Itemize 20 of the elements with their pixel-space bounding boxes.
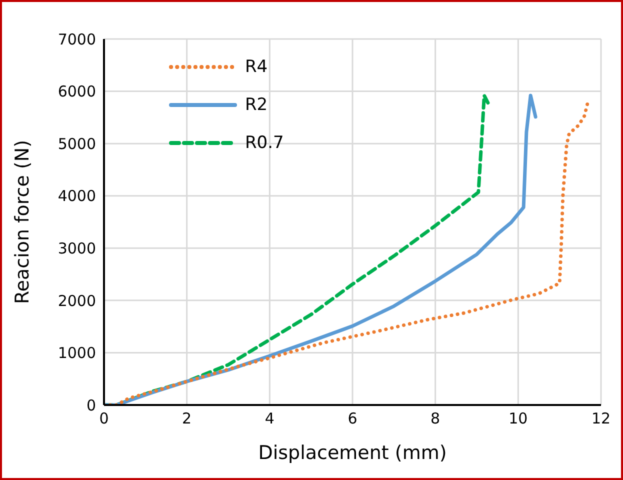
y-tick-label: 3000 — [58, 239, 96, 258]
y-tick-label: 6000 — [58, 82, 96, 101]
y-tick-label: 5000 — [58, 134, 96, 153]
legend-label: R2 — [245, 95, 268, 115]
y-tick-label: 7000 — [58, 30, 96, 48]
y-axis-title: Reacion force (N) — [12, 140, 34, 304]
y-tick-label: 4000 — [58, 187, 96, 206]
x-tick-label: 2 — [182, 410, 192, 428]
y-tick-label: 2000 — [58, 292, 96, 310]
x-tick-label: 8 — [430, 410, 440, 428]
legend-label: R0.7 — [245, 133, 284, 153]
x-tick-label: 4 — [264, 410, 274, 428]
x-tick-label: 0 — [99, 410, 109, 428]
y-tick-label: 1000 — [58, 344, 96, 362]
x-tick-label: 6 — [348, 410, 358, 428]
y-tick-label: 0 — [86, 396, 96, 414]
legend-label: R4 — [245, 57, 268, 77]
x-axis-title: Displacement (mm) — [258, 442, 447, 464]
x-tick-label: 12 — [591, 410, 611, 428]
x-tick-label: 10 — [508, 410, 528, 428]
